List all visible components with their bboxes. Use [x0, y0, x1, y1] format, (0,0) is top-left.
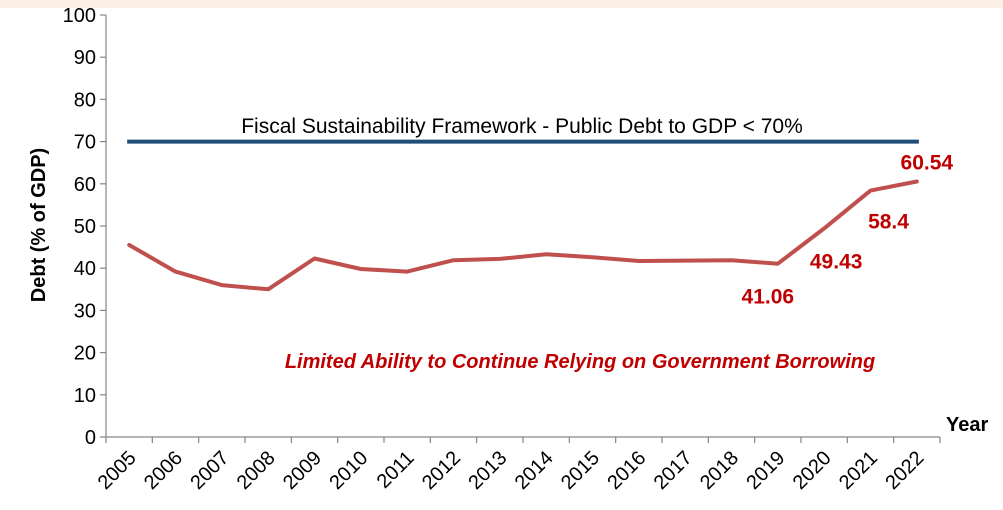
- x-tick-label: 2011: [373, 447, 419, 493]
- x-tick-label: 2006: [140, 447, 187, 494]
- x-tick-label: 2005: [94, 447, 141, 494]
- x-tick-label: 2020: [789, 447, 836, 494]
- x-tick-label: 2016: [603, 447, 650, 494]
- x-tick-label: 2014: [511, 447, 558, 494]
- data-label: 41.06: [742, 286, 795, 309]
- y-tick-label: 90: [74, 47, 96, 69]
- x-tick-label: 2018: [696, 447, 743, 494]
- x-tick-label: 2008: [233, 447, 280, 494]
- x-tick-label: 2012: [418, 447, 465, 494]
- x-tick-label: 2021: [835, 447, 882, 494]
- reference-line-label: Fiscal Sustainability Framework - Public…: [241, 115, 803, 138]
- y-axis: 0 10 20 30 40 50 60 70 80 90 100: [63, 5, 107, 449]
- top-band: [0, 0, 1003, 8]
- y-tick-label: 50: [74, 216, 96, 238]
- x-tick-label: 2022: [881, 447, 928, 494]
- y-tick-label: 30: [74, 300, 96, 322]
- y-tick-label: 80: [74, 89, 96, 111]
- x-tick-label: 2010: [325, 447, 372, 494]
- y-tick-label: 40: [74, 258, 96, 280]
- data-label: 60.54: [901, 152, 954, 175]
- data-label: 49.43: [810, 250, 863, 273]
- x-tick-label: 2019: [742, 447, 789, 494]
- series-line: [127, 179, 919, 292]
- x-tick-label: 2009: [279, 447, 326, 494]
- x-axis: 2005 2006 2007 2008 2009 2010 2011 2012 2013 2014…: [94, 436, 941, 494]
- y-tick-label: 10: [74, 385, 96, 407]
- y-tick-label: 0: [85, 427, 96, 449]
- y-tick-label: 20: [74, 343, 96, 365]
- x-tick-label: 2015: [557, 447, 604, 494]
- x-tick-label: 2017: [650, 447, 697, 494]
- x-axis-title: Year: [946, 414, 988, 436]
- data-label: 58.4: [868, 211, 909, 234]
- y-axis-title: Debt (% of GDP): [28, 148, 50, 302]
- chart-annotation: Limited Ability to Continue Relying on G…: [285, 351, 875, 373]
- x-tick-label: 2007: [186, 447, 233, 494]
- y-tick-label: 100: [63, 5, 96, 27]
- series-group: [127, 179, 919, 292]
- y-tick-label: 70: [74, 132, 96, 154]
- y-tick-label: 60: [74, 174, 96, 196]
- x-tick-label: 2013: [464, 447, 511, 494]
